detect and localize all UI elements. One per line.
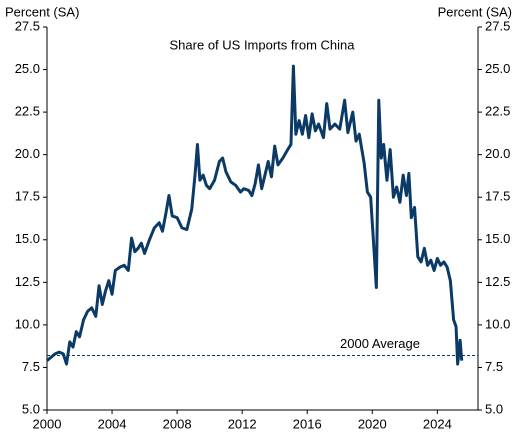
y-tick-label: 27.5 <box>15 18 40 33</box>
x-tick-label: 2020 <box>358 416 387 431</box>
reference-label: 2000 Average <box>340 336 420 351</box>
y2-tick-label: 12.5 <box>485 274 510 289</box>
y-axis-label: Percent (SA) <box>5 4 79 19</box>
y2-tick-label: 27.5 <box>485 18 510 33</box>
x-tick-label: 2008 <box>163 416 192 431</box>
data-line <box>46 64 464 366</box>
x-tick-label: 2000 <box>33 416 62 431</box>
y-tick-label: 12.5 <box>15 274 40 289</box>
y2-tick-label: 25.0 <box>485 61 510 76</box>
x-tick-label: 2024 <box>423 416 452 431</box>
y-tick-label: 20.0 <box>15 146 40 161</box>
y-tick-label: 22.5 <box>15 104 40 119</box>
y2-tick-label: 17.5 <box>485 189 510 204</box>
y-tick-label: 7.5 <box>22 359 40 374</box>
chart-title: Share of US Imports from China <box>170 37 356 52</box>
y2-tick-label: 5.0 <box>485 401 503 416</box>
y2-axis-label: Percent (SA) <box>438 4 512 19</box>
y-tick-label: 25.0 <box>15 61 40 76</box>
y-tick-label: 10.0 <box>15 316 40 331</box>
y-tick-label: 17.5 <box>15 189 40 204</box>
y-tick-label: 15.0 <box>15 231 40 246</box>
y2-tick-label: 10.0 <box>485 316 510 331</box>
x-tick-label: 2012 <box>228 416 257 431</box>
y2-tick-label: 22.5 <box>485 104 510 119</box>
y2-tick-label: 15.0 <box>485 231 510 246</box>
x-tick-label: 2016 <box>293 416 322 431</box>
y2-tick-label: 20.0 <box>485 146 510 161</box>
x-tick-label: 2004 <box>98 416 127 431</box>
y-tick-label: 5.0 <box>22 401 40 416</box>
y2-tick-label: 7.5 <box>485 359 503 374</box>
